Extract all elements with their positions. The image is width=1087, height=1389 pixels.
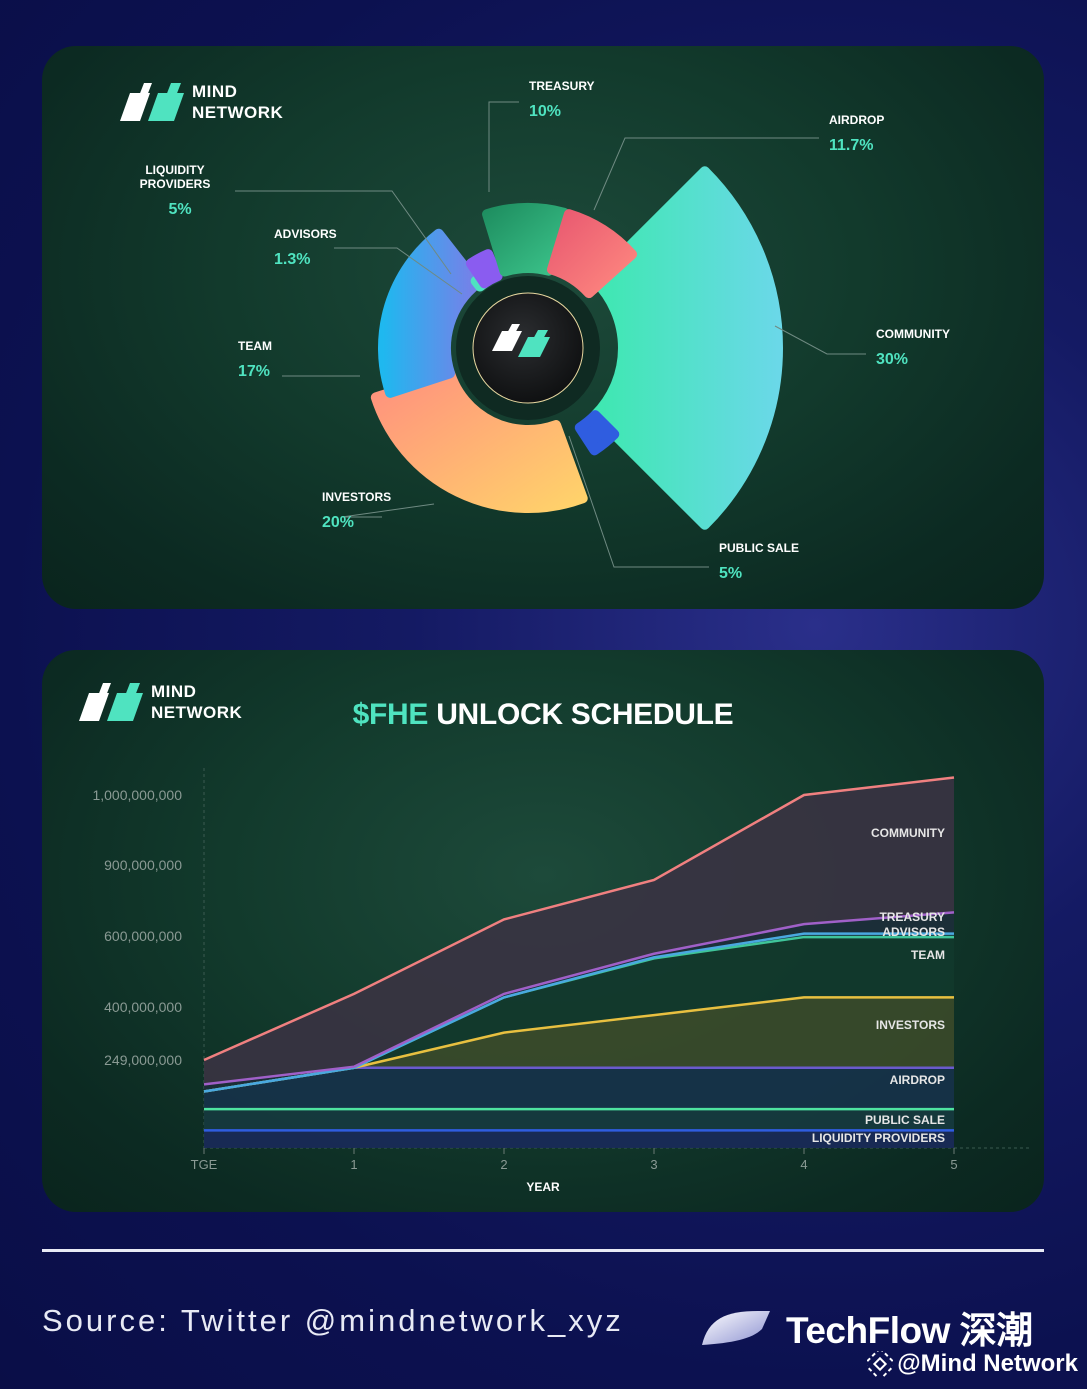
line-treasury <box>203 911 955 1086</box>
label-community: COMMUNITY <box>876 327 950 341</box>
x-tick-1: 1 <box>350 1157 357 1172</box>
x-axis-label: YEAR <box>526 1180 560 1194</box>
source-credit: Source: Twitter @mindnetwork_xyz <box>42 1303 624 1338</box>
y-tick-3: 400,000,000 <box>104 999 182 1015</box>
leader-liquidity-providers <box>235 190 452 275</box>
area-lines <box>203 776 955 1132</box>
leader-investors <box>341 503 435 518</box>
x-tick-2: 2 <box>500 1157 507 1172</box>
x-tick-5: 5 <box>950 1157 957 1172</box>
mind-network-logo: MIND NETWORK <box>120 81 283 123</box>
y-tick-1: 900,000,000 <box>104 857 182 873</box>
series-label-investors: INVESTORS <box>876 1018 945 1032</box>
label-public-sale: PUBLIC SALE <box>719 541 799 555</box>
logo-line-1: MIND <box>192 82 238 101</box>
slice-airdrop <box>546 209 638 299</box>
x-tick-4: 4 <box>800 1157 807 1172</box>
line-advisors <box>203 932 954 1093</box>
pct-team: 17% <box>238 363 270 380</box>
y-tick-2: 600,000,000 <box>104 928 182 944</box>
series-label-public-sale: PUBLIC SALE <box>865 1113 945 1127</box>
techflow-wordmark: TechFlow 深潮 <box>786 1310 1033 1351</box>
label-advisors: ADVISORS <box>274 227 337 241</box>
pct-treasury: 10% <box>529 103 561 120</box>
label-team: TEAM <box>238 339 272 353</box>
techflow-brand: TechFlow 深潮 <box>702 1300 1033 1354</box>
line-community <box>203 776 955 1062</box>
slice-investors <box>370 368 588 513</box>
donut-center <box>456 276 600 420</box>
leader-public-sale <box>568 435 709 568</box>
series-label-community: COMMUNITY <box>871 826 945 840</box>
allocation-donut-chart: COMMUNITY 30% INVESTORS 20% TEAM 17% ADVISORS 1… <box>140 79 950 582</box>
series-label-treasury: TREASURY <box>879 910 945 924</box>
series-label-airdrop: AIRDROP <box>890 1073 945 1087</box>
slice-liquidity-providers <box>465 249 503 289</box>
area-community <box>204 777 954 1085</box>
donut-slices <box>370 166 783 530</box>
donut-labels: COMMUNITY 30% INVESTORS 20% TEAM 17% ADVISORS 1… <box>140 79 950 582</box>
area-public-sale <box>204 1109 954 1131</box>
slice-community <box>590 166 783 530</box>
pct-liquidity-providers: 5% <box>168 201 191 218</box>
leader-community <box>774 325 866 355</box>
x-tick-3: 3 <box>650 1157 657 1172</box>
leader-airdrop <box>593 137 819 211</box>
leader-advisors <box>334 247 463 295</box>
area-airdrop <box>204 1067 954 1110</box>
techflow-logo-icon <box>702 1311 770 1345</box>
label-airdrop: AIRDROP <box>829 113 884 127</box>
logo-line-2: NETWORK <box>151 703 243 722</box>
chart-title-rest: UNLOCK SCHEDULE <box>436 698 734 731</box>
logo-line-2: NETWORK <box>192 103 284 122</box>
pct-advisors: 1.3% <box>274 251 310 268</box>
mind-network-logo-icon <box>120 83 184 121</box>
y-tick-labels: 1,000,000,000 900,000,000 600,000,000 400,0… <box>92 787 182 1068</box>
area-fills <box>204 777 954 1148</box>
y-tick-4: 249,000,000 <box>104 1052 182 1068</box>
unlock-area-chart: 1,000,000,000 900,000,000 600,000,000 400,0… <box>92 768 1032 1194</box>
area-team <box>204 937 954 1092</box>
donut-leader-lines <box>235 101 866 568</box>
x-tick-0: TGE <box>191 1157 218 1172</box>
logo-wordmark: MIND NETWORK <box>192 81 283 123</box>
label-liquidity-providers-0: LIQUIDITY <box>145 163 204 177</box>
area-liquidity-providers <box>204 1130 954 1148</box>
area-investors <box>204 997 954 1092</box>
binance-diamond-icon <box>867 1351 894 1377</box>
allocation-card: MIND NETWORK <box>42 46 1044 609</box>
chart-title: $FHE UNLOCK SCHEDULE <box>42 698 1044 732</box>
logo-wordmark: MIND NETWORK <box>151 681 242 723</box>
watermark-text: @Mind Network <box>897 1350 1078 1377</box>
pct-investors: 20% <box>322 514 354 531</box>
x-tick-labels: TGE 1 2 3 4 5 <box>191 1148 958 1172</box>
label-liquidity-providers-1: PROVIDERS <box>140 177 211 191</box>
pct-airdrop: 11.7% <box>829 137 873 154</box>
pct-community: 30% <box>876 351 908 368</box>
y-tick-0: 1,000,000,000 <box>92 787 182 803</box>
mind-network-logo-2: MIND NETWORK <box>79 681 242 723</box>
pct-public-sale: 5% <box>719 565 742 582</box>
slice-public-sale <box>574 410 620 456</box>
area-treasury <box>204 912 954 1092</box>
series-label-advisors: ADVISORS <box>882 925 945 939</box>
series-label-liquidity-providers: LIQUIDITY PROVIDERS <box>812 1131 945 1145</box>
watermark: @Mind Network <box>867 1350 1078 1378</box>
center-logo-icon <box>492 324 550 357</box>
logo-line-1: MIND <box>151 682 197 701</box>
footer-divider <box>42 1249 1044 1252</box>
mind-network-logo-icon <box>79 683 143 721</box>
label-investors: INVESTORS <box>322 490 391 504</box>
label-treasury: TREASURY <box>529 79 595 93</box>
series-label-team: TEAM <box>911 948 945 962</box>
slice-team <box>378 228 483 398</box>
leader-treasury <box>488 101 519 192</box>
chart-title-accent: $FHE <box>352 698 429 731</box>
unlock-schedule-card: MIND NETWORK $FHE UNLOCK SCHEDULE 1,000,… <box>42 650 1044 1212</box>
